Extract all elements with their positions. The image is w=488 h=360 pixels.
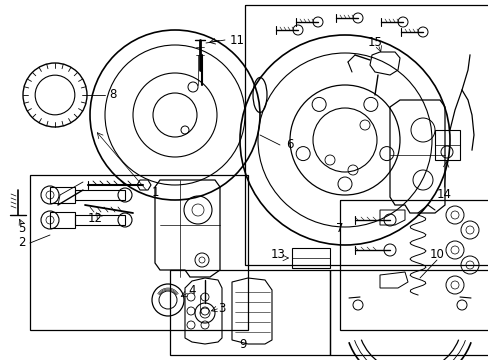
Bar — [170, 270, 329, 355]
Text: 10: 10 — [428, 248, 444, 261]
Bar — [75, 215, 125, 225]
Bar — [244, 5, 488, 265]
Text: 1: 1 — [151, 185, 159, 198]
Text: 15: 15 — [367, 36, 382, 49]
Text: 12: 12 — [87, 211, 102, 225]
Text: 7: 7 — [336, 221, 343, 234]
Text: 3: 3 — [218, 302, 225, 315]
Text: 14: 14 — [436, 189, 450, 202]
Text: 4: 4 — [188, 284, 195, 297]
Bar — [30, 175, 247, 330]
Bar — [75, 190, 125, 200]
Text: 2: 2 — [18, 237, 26, 249]
Bar — [434, 130, 459, 160]
Bar — [329, 270, 488, 355]
Bar — [50, 187, 75, 203]
Text: 6: 6 — [285, 139, 293, 152]
Bar — [339, 200, 488, 330]
Text: 11: 11 — [229, 33, 244, 46]
Bar — [291, 248, 329, 268]
Text: 8: 8 — [109, 89, 117, 102]
Text: 5: 5 — [18, 221, 26, 234]
Text: 13: 13 — [270, 248, 285, 261]
Text: 9: 9 — [239, 338, 246, 351]
Bar — [50, 212, 75, 228]
